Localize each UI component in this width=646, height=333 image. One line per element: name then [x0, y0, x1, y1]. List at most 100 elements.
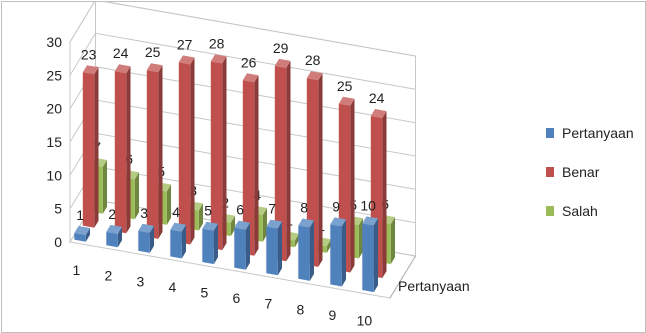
depth-axis-label: Pertanyaan	[398, 278, 470, 294]
bar-top-pertanyaan-2	[106, 224, 122, 234]
x-tick-label-6: 6	[233, 290, 241, 306]
bar-pertanyaan-10	[362, 223, 374, 293]
bar-pertanyaan-7	[266, 226, 278, 276]
bar-pertanyaan-6	[234, 227, 246, 270]
data-label-pertanyaan-5: 5	[204, 203, 212, 219]
data-label-benar-4: 27	[177, 36, 193, 52]
bar-side-salah-3	[166, 184, 171, 225]
data-label-pertanyaan-3: 3	[140, 205, 148, 221]
data-label-benar-5: 28	[209, 35, 225, 51]
bar-side-benar-10	[382, 111, 387, 279]
bar-side-pertanyaan-3	[149, 225, 154, 253]
bar-side-benar-2	[126, 66, 131, 234]
bar-side-benar-1	[94, 67, 99, 228]
data-label-pertanyaan-2: 2	[108, 206, 116, 222]
data-label-pertanyaan-10: 10	[360, 197, 376, 213]
bar-pertanyaan-1	[74, 233, 86, 242]
y-tick-label-5: 5	[54, 201, 62, 217]
data-label-pertanyaan-6: 6	[236, 202, 244, 218]
chart-legend: Pertanyaan Benar Salah	[546, 124, 634, 241]
legend-item-benar: Benar	[546, 163, 634, 181]
bar-pertanyaan-3	[138, 230, 150, 253]
bar-top-benar-1	[82, 65, 99, 75]
bar-side-salah-7	[294, 233, 299, 248]
x-tick-label-9: 9	[329, 307, 337, 323]
data-label-benar-8: 28	[305, 52, 321, 68]
bar-benar-6	[242, 80, 255, 256]
bar-top-benar-4	[178, 55, 195, 65]
legend-swatch-pertanyaan	[546, 128, 554, 138]
legend-label-benar: Benar	[562, 164, 600, 180]
data-label-benar-10: 24	[369, 90, 385, 106]
bar-top-benar-7	[274, 58, 291, 68]
bar-benar-4	[178, 62, 191, 245]
data-label-pertanyaan-1: 1	[76, 207, 84, 223]
bar-top-benar-6	[242, 73, 259, 83]
bar-benar-2	[114, 71, 127, 234]
bar-top-pertanyaan-6	[234, 220, 250, 230]
data-label-benar-1: 23	[81, 46, 97, 62]
y-tick-label-10: 10	[46, 167, 62, 183]
bar-top-benar-2	[114, 64, 131, 74]
gridline-30	[69, 2, 416, 57]
bar-side-salah-1	[102, 160, 107, 214]
x-tick-label-1: 1	[73, 262, 81, 278]
data-label-pertanyaan-8: 8	[300, 200, 308, 216]
bar-side-salah-6	[262, 208, 267, 242]
bar-benar-1	[82, 72, 95, 228]
legend-swatch-salah	[546, 206, 554, 216]
legend-item-pertanyaan: Pertanyaan	[546, 124, 634, 142]
data-label-benar-3: 25	[145, 44, 161, 60]
bar-top-benar-5	[210, 54, 227, 64]
bar-top-pertanyaan-5	[202, 221, 218, 231]
bar-pertanyaan-9	[330, 224, 342, 287]
bar-side-salah-10	[390, 217, 395, 265]
bar-side-benar-6	[254, 75, 259, 256]
depth-axis	[389, 255, 416, 299]
data-label-benar-2: 24	[113, 45, 129, 61]
bar-top-benar-10	[370, 109, 387, 119]
bar-pertanyaan-8	[298, 225, 310, 281]
bar-top-benar-8	[306, 71, 323, 81]
x-tick-label-10: 10	[357, 313, 373, 329]
bar-top-pertanyaan-1	[74, 226, 90, 235]
bar-side-benar-8	[318, 73, 323, 267]
bar-top-pertanyaan-8	[298, 218, 314, 228]
bar-side-benar-9	[350, 98, 355, 273]
bar-side-pertanyaan-6	[245, 222, 250, 270]
bar-top-pertanyaan-4	[170, 222, 186, 232]
bar-benar-8	[306, 78, 319, 267]
bar-pertanyaan-4	[170, 229, 182, 259]
gridline-25	[69, 32, 416, 90]
x-tick-label-3: 3	[137, 273, 145, 289]
legend-item-salah: Salah	[546, 202, 634, 220]
bar-side-salah-5	[230, 215, 235, 237]
bar-side-pertanyaan-9	[341, 219, 346, 287]
bar-side-pertanyaan-5	[213, 223, 218, 265]
bar-top-benar-9	[338, 96, 355, 106]
x-tick-label-7: 7	[265, 296, 273, 312]
data-label-pertanyaan-7: 7	[268, 201, 276, 217]
legend-label-pertanyaan: Pertanyaan	[562, 125, 634, 141]
y-tick-label-30: 30	[46, 34, 62, 50]
bar-benar-3	[146, 70, 159, 239]
x-tick-label-8: 8	[297, 301, 305, 317]
data-label-pertanyaan-9: 9	[332, 198, 340, 214]
bar-pertanyaan-2	[106, 231, 118, 248]
x-tick-label-4: 4	[169, 279, 177, 295]
bar-side-pertanyaan-4	[181, 224, 186, 259]
bar-top-pertanyaan-9	[330, 217, 346, 227]
data-label-benar-7: 29	[273, 40, 289, 56]
bar-side-benar-3	[158, 65, 163, 239]
data-label-benar-6: 26	[241, 54, 257, 70]
bar-side-pertanyaan-2	[117, 226, 122, 248]
bar-side-salah-8	[326, 239, 331, 253]
bar-side-salah-4	[198, 203, 203, 231]
bar-side-salah-9	[358, 218, 363, 259]
x-tick-label-5: 5	[201, 285, 209, 301]
bar-pertanyaan-5	[202, 228, 214, 265]
bar-side-pertanyaan-1	[85, 228, 90, 242]
bar-top-pertanyaan-3	[138, 223, 154, 233]
